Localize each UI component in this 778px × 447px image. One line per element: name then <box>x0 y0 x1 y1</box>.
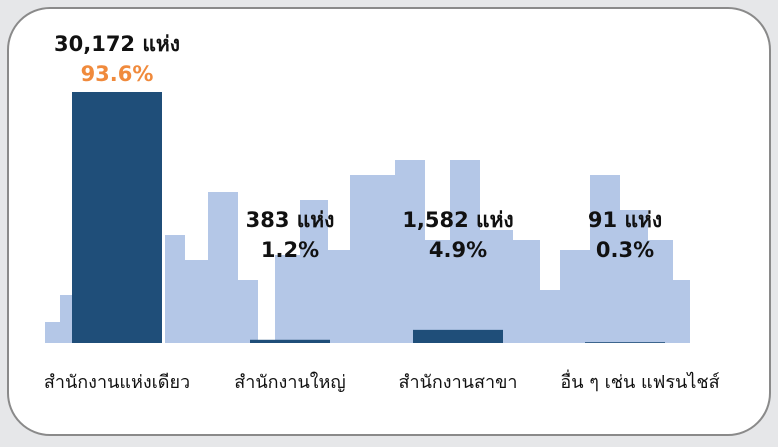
count-label: 30,172 แห่ง <box>54 32 180 56</box>
bar <box>250 340 330 343</box>
x-tick-label: สำนักงานใหญ่ <box>234 371 346 393</box>
x-tick-label: อื่น ๆ เช่น แฟรนไชส์ <box>560 369 719 393</box>
value-label: 0.3% <box>596 238 654 262</box>
bar <box>585 342 665 343</box>
x-tick-label: สำนักงานสาขา <box>398 372 517 393</box>
value-label: 93.6% <box>81 62 154 86</box>
count-label: 91 แห่ง <box>588 208 662 232</box>
count-label: 383 แห่ง <box>246 208 335 232</box>
value-label: 4.9% <box>429 238 487 262</box>
count-label: 1,582 แห่ง <box>402 208 513 232</box>
value-label: 1.2% <box>261 238 319 262</box>
chart: 30,172 แห่ง 93.6% สำนักงานแห่งเดียว 383 แห่… <box>0 0 778 443</box>
x-tick-label: สำนักงานแห่งเดียว <box>44 372 190 393</box>
page: {"chart_data": {"type": "bar", "categori… <box>0 0 778 443</box>
bar <box>72 92 162 343</box>
bar <box>413 330 503 343</box>
